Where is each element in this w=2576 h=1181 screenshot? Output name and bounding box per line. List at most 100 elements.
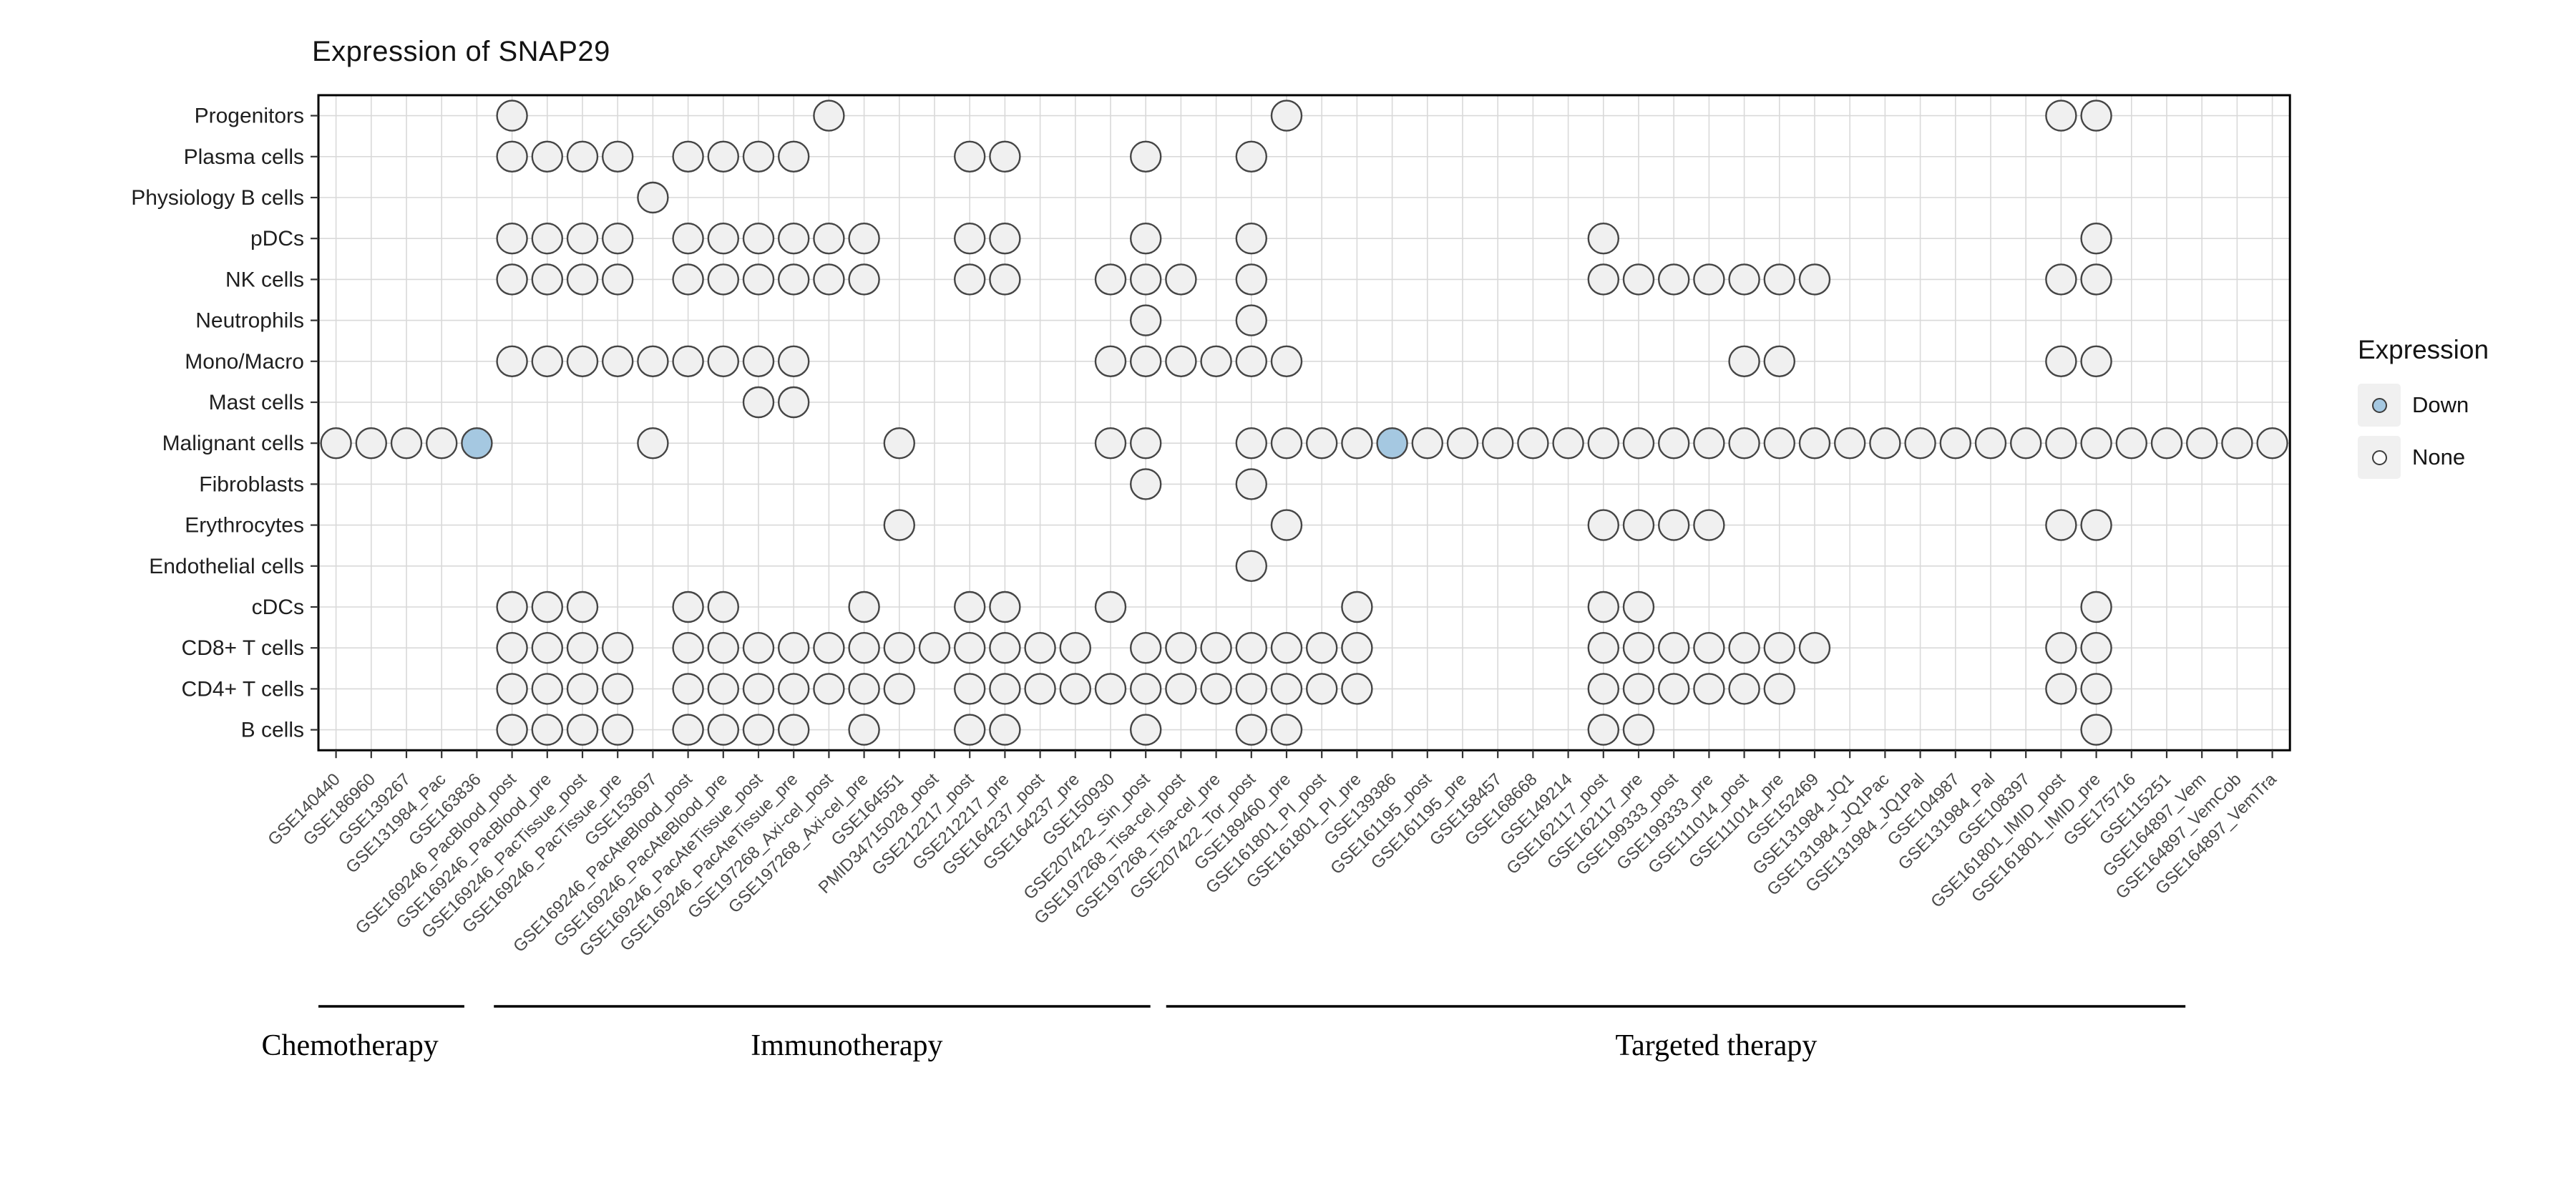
row-label: Physiology B cells: [131, 186, 304, 210]
expression-dot-none: [496, 673, 528, 705]
expression-dot-none: [1517, 427, 1549, 460]
expression-dot-none: [883, 673, 916, 705]
expression-dot-none: [777, 140, 810, 173]
expression-dot-none: [2080, 509, 2112, 541]
legend-label-none: None: [2412, 444, 2466, 470]
expression-dot-none: [1165, 673, 1197, 705]
expression-dot-none: [777, 223, 810, 255]
expression-dot-none: [2045, 632, 2077, 664]
expression-dot-none: [848, 590, 880, 623]
expression-dot-none: [1657, 632, 1690, 664]
expression-dot-none: [953, 714, 986, 746]
expression-dot-none: [602, 714, 634, 746]
expression-dot-none: [813, 632, 845, 664]
expression-dot-none: [1200, 632, 1232, 664]
expression-dot-none: [989, 714, 1021, 746]
expression-dot-none: [672, 140, 704, 173]
expression-dot-none: [1587, 590, 1620, 623]
expression-dot-none: [1129, 468, 1162, 500]
expression-dot-none: [672, 345, 704, 377]
expression-dot-none: [1693, 673, 1725, 705]
expression-dot-none: [1200, 673, 1232, 705]
expression-dot-none: [989, 140, 1021, 173]
group-label: Chemotherapy: [261, 1029, 438, 1062]
expression-dot-none: [2080, 427, 2112, 460]
expression-dot-none: [707, 345, 739, 377]
expression-dot-none: [1305, 632, 1338, 664]
expression-dot-none: [1763, 345, 1796, 377]
expression-dot-none: [672, 263, 704, 296]
expression-dot-none: [1411, 427, 1444, 460]
expression-dot-none: [1657, 427, 1690, 460]
expression-dot-none: [1129, 427, 1162, 460]
row-label: Mast cells: [209, 391, 304, 414]
row-label: CD8+ T cells: [182, 636, 304, 660]
expression-dot-none: [1693, 263, 1725, 296]
expression-dot-none: [566, 345, 599, 377]
expression-dot-none: [1587, 632, 1620, 664]
row-label: Neutrophils: [195, 309, 304, 333]
expression-dot-none: [496, 223, 528, 255]
row-label: B cells: [241, 719, 304, 742]
expression-dot-none: [1165, 632, 1197, 664]
expression-dot-none: [1235, 468, 1268, 500]
expression-dot-none: [1235, 140, 1268, 173]
expression-dot-none: [1270, 509, 1303, 541]
expression-dot-none: [566, 223, 599, 255]
expression-dot-none: [1622, 263, 1655, 296]
expression-dot-none: [672, 632, 704, 664]
expression-dot-none: [1129, 714, 1162, 746]
expression-dot-none: [2080, 99, 2112, 132]
expression-dot-none: [1094, 427, 1127, 460]
expression-dot-none: [953, 590, 986, 623]
expression-dot-none: [1129, 304, 1162, 336]
expression-dot-none: [1235, 427, 1268, 460]
expression-dot-none: [1059, 632, 1092, 664]
row-label: NK cells: [225, 268, 304, 291]
expression-dot-none: [883, 427, 916, 460]
legend-label-down: Down: [2412, 392, 2469, 417]
expression-dot-none: [1552, 427, 1584, 460]
expression-dot-none: [672, 673, 704, 705]
expression-dot-none: [2045, 263, 2077, 296]
expression-dot-none: [1341, 590, 1373, 623]
expression-dot-none: [1763, 673, 1796, 705]
expression-dot-none: [813, 223, 845, 255]
expression-dot-none: [2045, 673, 2077, 705]
row-label: cDCs: [252, 596, 304, 619]
expression-dot-none: [989, 263, 1021, 296]
expression-dot-none: [742, 714, 775, 746]
expression-dot-none: [1728, 632, 1760, 664]
expression-dot-none: [1693, 427, 1725, 460]
expression-dot-down: [461, 427, 493, 460]
expression-dot-none: [1094, 345, 1127, 377]
expression-dot-none: [1693, 632, 1725, 664]
expression-dot-none: [1622, 509, 1655, 541]
down-dot-icon: [2371, 397, 2387, 413]
expression-dot-none: [2080, 263, 2112, 296]
expression-dot-none: [1305, 673, 1338, 705]
expression-dot-none: [953, 140, 986, 173]
expression-dot-none: [2080, 714, 2112, 746]
expression-dot-none: [531, 714, 563, 746]
expression-dot-none: [1657, 509, 1690, 541]
expression-dot-none: [1587, 427, 1620, 460]
expression-dot-none: [777, 345, 810, 377]
expression-dot-none: [1446, 427, 1479, 460]
expression-dot-none: [1798, 427, 1831, 460]
expression-dot-none: [918, 632, 951, 664]
legend-key-down: [2358, 384, 2401, 427]
expression-dot-none: [1341, 632, 1373, 664]
expression-dot-none: [1024, 632, 1056, 664]
expression-dot-none: [848, 263, 880, 296]
expression-dot-none: [1094, 590, 1127, 623]
row-label: pDCs: [250, 227, 304, 251]
expression-dot-none: [953, 673, 986, 705]
group-label: Targeted therapy: [1615, 1029, 1817, 1062]
expression-dot-none: [1693, 509, 1725, 541]
expression-dot-none: [566, 632, 599, 664]
expression-dot-none: [531, 590, 563, 623]
expression-dot-none: [1270, 345, 1303, 377]
expression-dot-none: [2045, 509, 2077, 541]
expression-dot-none: [2115, 427, 2148, 460]
